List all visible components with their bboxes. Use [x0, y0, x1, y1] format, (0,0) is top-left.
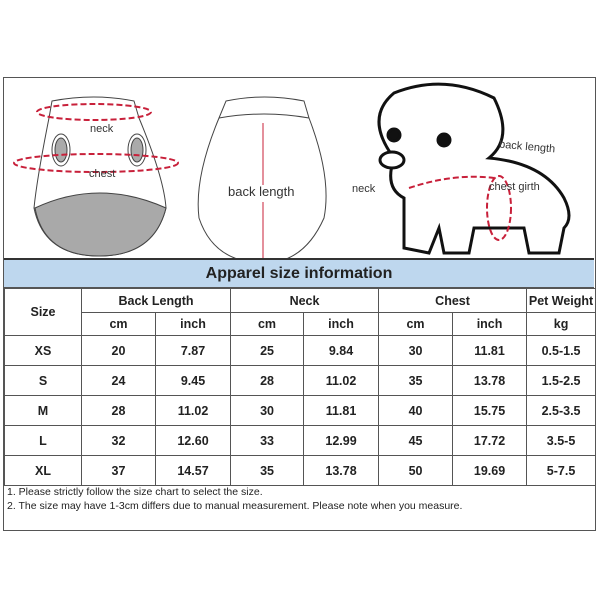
garment-back-drawing — [197, 96, 327, 258]
value-cell: 25 — [230, 335, 305, 366]
note-1: 1. Please strictly follow the size chart… — [7, 486, 263, 498]
unit-header: inch — [303, 312, 380, 336]
value-cell: 40 — [378, 395, 454, 426]
value-cell: 2.5-3.5 — [526, 395, 597, 426]
unit-header: kg — [526, 312, 597, 336]
value-cell: 11.81 — [452, 335, 528, 366]
value-cell: 12.60 — [154, 425, 232, 456]
table-row: XS 20 7.87 25 9.84 30 11.81 0.5-1.5 — [4, 335, 597, 366]
notes: 1. Please strictly follow the size chart… — [4, 483, 595, 515]
value-cell: 1.5-2.5 — [526, 365, 597, 396]
value-cell: 11.81 — [303, 395, 380, 426]
neck-header: Neck — [230, 288, 380, 313]
neck-label: neck — [90, 123, 114, 135]
value-cell: 9.45 — [154, 365, 232, 396]
unit-header: cm — [81, 312, 156, 336]
size-cell: L — [4, 425, 82, 456]
table-title: Apparel size information — [4, 258, 594, 288]
value-cell: 0.5-1.5 — [526, 335, 597, 366]
value-cell: 35 — [230, 455, 305, 486]
unit-header: cm — [230, 312, 305, 336]
size-cell: XS — [4, 335, 82, 366]
value-cell: 45 — [378, 425, 454, 456]
value-cell: 20 — [81, 335, 156, 366]
value-cell: 9.84 — [303, 335, 380, 366]
value-cell: 28 — [81, 395, 156, 426]
value-cell: 11.02 — [154, 395, 232, 426]
value-cell: 13.78 — [452, 365, 528, 396]
unit-header: cm — [378, 312, 454, 336]
size-chart: neck chest back length back length neck … — [3, 77, 597, 531]
size-cell: XL — [4, 455, 82, 486]
value-cell: 30 — [230, 395, 305, 426]
dog-chest-girth-label: chest girth — [489, 181, 540, 193]
size-cell: S — [4, 365, 82, 396]
dog-drawing — [377, 82, 571, 255]
value-cell: 37 — [81, 455, 156, 486]
chest-label: chest — [89, 168, 116, 180]
value-cell: 15.75 — [452, 395, 528, 426]
dog-neck-label: neck — [352, 183, 376, 195]
value-cell: 24 — [81, 365, 156, 396]
note-2: 2. The size may have 1-3cm differs due t… — [7, 500, 463, 512]
value-cell: 17.72 — [452, 425, 528, 456]
pet-weight-header: Pet Weight — [526, 288, 597, 313]
value-cell: 32 — [81, 425, 156, 456]
garment-front-drawing — [13, 96, 179, 257]
value-cell: 14.57 — [154, 455, 232, 486]
table-row: S 24 9.45 28 11.02 35 13.78 1.5-2.5 — [4, 365, 597, 396]
size-cell: M — [4, 395, 82, 426]
value-cell: 12.99 — [303, 425, 380, 456]
value-cell: 35 — [378, 365, 454, 396]
chest-header: Chest — [378, 288, 528, 313]
unit-header: inch — [452, 312, 528, 336]
value-cell: 19.69 — [452, 455, 528, 486]
value-cell: 11.02 — [303, 365, 380, 396]
back-length-label: back length — [228, 184, 295, 199]
value-cell: 13.78 — [303, 455, 380, 486]
value-cell: 7.87 — [154, 335, 232, 366]
back-length-header: Back Length — [80, 288, 232, 313]
value-cell: 33 — [230, 425, 305, 456]
table-row: L 32 12.60 33 12.99 45 17.72 3.5-5 — [4, 425, 597, 456]
table-row: M 28 11.02 30 11.81 40 15.75 2.5-3.5 — [4, 395, 597, 426]
illustration-drawings — [13, 82, 571, 258]
size-table: Size Back Length Neck Chest Pet Weight c… — [4, 288, 597, 486]
value-cell: 28 — [230, 365, 305, 396]
measurement-illustrations: neck chest back length back length neck … — [4, 78, 594, 258]
value-cell: 30 — [378, 335, 454, 366]
table-row: XL 37 14.57 35 13.78 50 19.69 5-7.5 — [4, 455, 597, 486]
value-cell: 5-7.5 — [526, 455, 597, 486]
value-cell: 50 — [378, 455, 454, 486]
value-cell: 3.5-5 — [526, 425, 597, 456]
size-header: Size — [4, 288, 82, 336]
unit-header: inch — [154, 312, 232, 336]
